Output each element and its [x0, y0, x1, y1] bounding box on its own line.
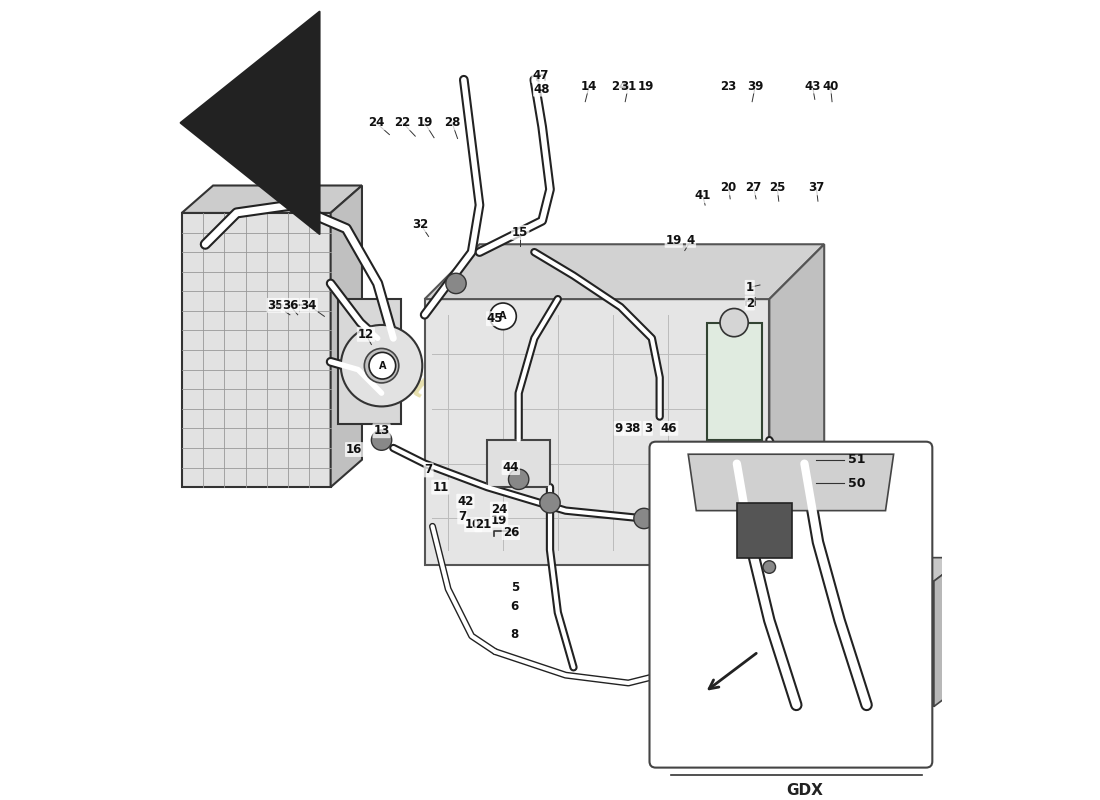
Text: 3: 3 — [644, 422, 652, 435]
Text: 19: 19 — [417, 116, 432, 130]
Polygon shape — [339, 299, 402, 425]
Text: 2: 2 — [746, 297, 754, 310]
Circle shape — [490, 303, 516, 330]
Text: 23: 23 — [720, 79, 737, 93]
Text: 5: 5 — [510, 581, 519, 594]
Text: 48: 48 — [534, 82, 550, 96]
Circle shape — [634, 508, 654, 529]
Circle shape — [372, 430, 392, 450]
Text: 47: 47 — [532, 70, 549, 82]
Text: 35: 35 — [267, 299, 284, 312]
Text: 26: 26 — [503, 526, 519, 539]
Text: 40: 40 — [823, 79, 838, 93]
Text: 34: 34 — [300, 299, 317, 312]
Text: 32: 32 — [412, 218, 429, 231]
Text: 39: 39 — [747, 79, 763, 93]
Text: 25: 25 — [769, 182, 785, 194]
Text: 21: 21 — [475, 518, 492, 531]
Text: 41: 41 — [694, 189, 711, 202]
Circle shape — [364, 349, 399, 383]
Text: 46: 46 — [661, 422, 678, 435]
Text: 22: 22 — [395, 116, 410, 130]
Polygon shape — [737, 502, 792, 558]
Text: 10: 10 — [465, 518, 482, 531]
Polygon shape — [425, 299, 769, 566]
Text: 37: 37 — [808, 182, 825, 194]
Text: 45: 45 — [487, 312, 504, 325]
Text: 24: 24 — [367, 116, 384, 130]
Text: 36: 36 — [282, 299, 298, 312]
Text: 50: 50 — [848, 477, 866, 490]
Text: 12: 12 — [358, 328, 374, 341]
Text: 42: 42 — [458, 494, 474, 508]
Text: 15: 15 — [512, 226, 528, 239]
Text: 7: 7 — [425, 463, 432, 476]
Circle shape — [540, 493, 560, 513]
Circle shape — [446, 274, 466, 294]
Polygon shape — [706, 322, 761, 440]
Text: 44: 44 — [503, 461, 519, 474]
Text: 24: 24 — [491, 502, 507, 515]
Polygon shape — [182, 213, 331, 487]
Text: 27: 27 — [746, 182, 762, 194]
Text: 38: 38 — [624, 422, 640, 435]
Circle shape — [763, 561, 776, 574]
Text: 51: 51 — [848, 454, 866, 466]
Text: 19: 19 — [491, 514, 507, 526]
Circle shape — [368, 352, 396, 379]
Polygon shape — [182, 186, 362, 213]
Polygon shape — [808, 558, 965, 581]
Text: 1: 1 — [746, 281, 754, 294]
Polygon shape — [808, 581, 934, 706]
Text: GDX: GDX — [786, 783, 823, 798]
Polygon shape — [689, 454, 893, 510]
Text: 28: 28 — [444, 116, 460, 130]
Text: 14: 14 — [581, 79, 597, 93]
Text: 8: 8 — [510, 628, 519, 641]
Circle shape — [341, 325, 422, 406]
Polygon shape — [331, 186, 362, 487]
Polygon shape — [934, 558, 965, 706]
Text: A: A — [499, 311, 507, 322]
Circle shape — [712, 462, 733, 482]
Polygon shape — [425, 244, 824, 299]
Text: 43: 43 — [804, 79, 821, 93]
Text: 24: 24 — [610, 79, 627, 93]
Text: 16: 16 — [345, 443, 362, 456]
Circle shape — [508, 469, 529, 490]
Polygon shape — [487, 440, 550, 487]
Text: A: A — [378, 361, 386, 370]
Polygon shape — [769, 244, 824, 566]
Text: 6: 6 — [510, 601, 519, 614]
Text: 7: 7 — [459, 510, 466, 523]
Text: 11: 11 — [432, 481, 449, 494]
Text: 9: 9 — [615, 422, 623, 435]
Text: 13: 13 — [373, 424, 389, 438]
Text: a Maserati aftersales since 1985: a Maserati aftersales since 1985 — [224, 277, 688, 541]
FancyBboxPatch shape — [649, 442, 933, 768]
Text: 19: 19 — [666, 234, 682, 247]
Text: 4: 4 — [686, 234, 695, 247]
Text: 19: 19 — [637, 79, 653, 93]
Text: 31: 31 — [620, 79, 637, 93]
Circle shape — [720, 309, 748, 337]
Text: 20: 20 — [720, 182, 737, 194]
